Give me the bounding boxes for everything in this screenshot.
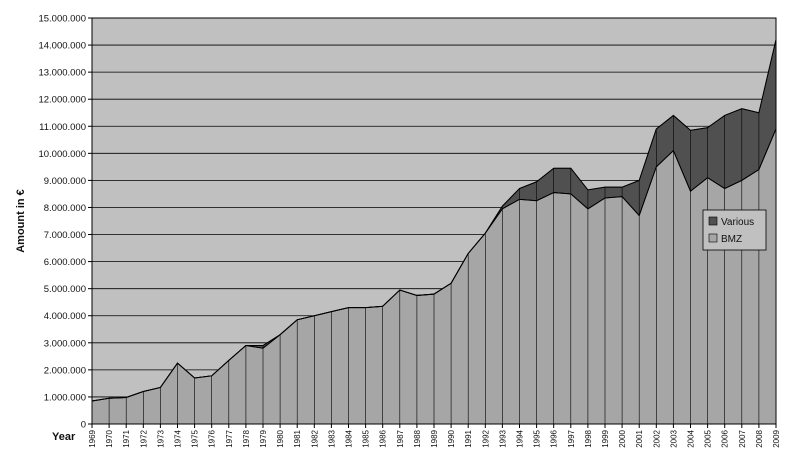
x-tick-label: 1972: [139, 429, 148, 447]
area-series-layer: [91, 39, 777, 425]
x-tick-label: 2003: [669, 429, 678, 447]
y-tick-label: 10.000.000: [38, 149, 86, 160]
y-tick-label: 8.000.000: [44, 203, 86, 214]
legend-box: [702, 209, 767, 251]
legend-label-bmz: BMZ: [721, 234, 742, 245]
y-tick-label: 3.000.000: [44, 338, 86, 349]
x-tick-label: 1988: [413, 429, 422, 447]
x-tick-label: 2005: [704, 429, 713, 447]
x-tick-label: 2004: [687, 429, 696, 447]
x-tick-label: 2002: [652, 429, 661, 447]
x-tick-label: 1977: [225, 429, 234, 447]
x-tick-label: 2000: [618, 429, 627, 447]
y-tick-label: 1.000.000: [44, 392, 86, 403]
line-total-top: [91, 39, 777, 402]
x-tick-label: 1999: [601, 429, 610, 447]
y-tick-label: 15.000.000: [38, 14, 86, 25]
x-tick-label: 1991: [464, 429, 473, 447]
y-tick-label: 4.000.000: [44, 311, 86, 322]
x-tick-label: 2007: [738, 429, 747, 447]
x-tick-label: 1989: [430, 429, 439, 447]
legend-swatch-bmz: [708, 233, 718, 243]
legend-swatch-various: [708, 216, 718, 226]
x-tick-label: 1998: [584, 429, 593, 447]
x-tick-label: 1993: [498, 429, 507, 447]
y-axis-title: Amount in €: [15, 189, 27, 253]
legend: Various BMZ: [702, 209, 767, 251]
x-tick-label: 2009: [772, 429, 781, 447]
x-tick-label: 1997: [567, 429, 576, 447]
legend-label-various: Various: [721, 217, 754, 228]
y-tick-labels: 0 1.000.000 2.000.000 3.000.000 4.000.000 5.0…: [38, 14, 92, 431]
y-tick-label: 0: [81, 420, 86, 431]
x-tick-label: 1990: [447, 429, 456, 447]
x-tick-label: 1970: [105, 429, 114, 447]
x-tick-label: 1969: [88, 429, 97, 447]
x-tick-label: 1973: [156, 429, 165, 447]
x-tick-label: 1982: [310, 429, 319, 447]
x-tick-label: 1974: [174, 429, 183, 447]
x-tick-label: 1980: [276, 429, 285, 447]
x-tick-label: 1979: [259, 429, 268, 447]
x-tick-label: 1978: [242, 429, 251, 447]
y-tick-label: 11.000.000: [39, 122, 86, 133]
x-tick-labels: 1969 1970 1971 1972 1973 1974 1975 1976 1977 1978…: [88, 424, 781, 448]
x-tick-label: 2008: [755, 429, 764, 447]
x-tick-label: 1984: [345, 429, 354, 447]
x-tick-label: 1995: [533, 429, 542, 447]
y-tick-label: 5.000.000: [44, 284, 86, 295]
x-tick-label: 1996: [550, 429, 559, 447]
y-tick-label: 9.000.000: [44, 176, 86, 187]
y-tick-label: 14.000.000: [38, 41, 86, 52]
x-tick-label: 1986: [379, 429, 388, 447]
x-tick-label: 1994: [516, 429, 525, 447]
y-tick-label: 12.000.000: [38, 95, 86, 106]
x-tick-label: 1971: [122, 429, 131, 447]
x-tick-label: 1983: [327, 429, 336, 447]
x-tick-label: 1976: [208, 429, 217, 447]
x-tick-label: 1981: [293, 429, 302, 447]
y-tick-label: 7.000.000: [44, 230, 86, 241]
x-tick-label: 1992: [481, 429, 490, 447]
x-tick-label: 1985: [362, 429, 371, 447]
y-tick-label: 2.000.000: [44, 365, 86, 376]
y-tick-label: 13.000.000: [38, 68, 86, 79]
x-tick-label: 1987: [396, 429, 405, 447]
x-axis-title: Year: [52, 431, 76, 443]
x-tick-label: 2001: [635, 429, 644, 447]
x-tick-label: 1975: [191, 429, 200, 447]
x-tick-label: 2006: [721, 429, 730, 447]
y-tick-label: 6.000.000: [44, 257, 86, 268]
